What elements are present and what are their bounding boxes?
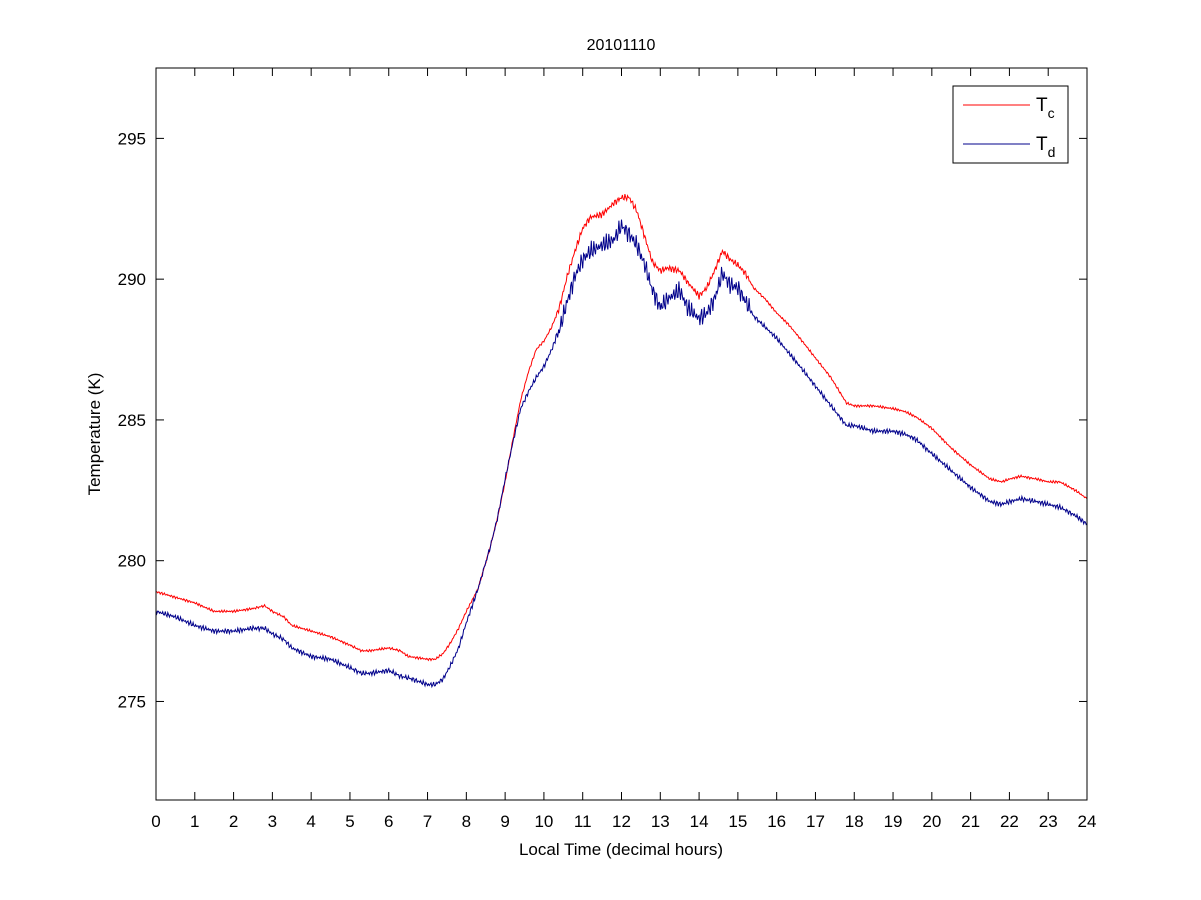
x-tick-label: 8: [462, 812, 471, 831]
x-tick-label: 21: [961, 812, 980, 831]
x-tick-label: 16: [767, 812, 786, 831]
x-tick-label: 20: [922, 812, 941, 831]
x-tick-label: 14: [690, 812, 709, 831]
x-tick-label: 2: [229, 812, 238, 831]
y-tick-label: 280: [118, 552, 146, 571]
x-tick-label: 1: [190, 812, 199, 831]
y-tick-label: 295: [118, 129, 146, 148]
legend-label-tc-sub: c: [1048, 105, 1055, 121]
x-tick-label: 18: [845, 812, 864, 831]
x-tick-label: 13: [651, 812, 670, 831]
x-tick-label: 11: [574, 812, 592, 831]
y-tick-label: 285: [118, 411, 146, 430]
x-tick-label: 4: [306, 812, 315, 831]
chart-title: 20101110: [587, 37, 656, 54]
legend-label-td-sub: d: [1048, 144, 1056, 160]
y-axis-label: Temperature (K): [85, 373, 104, 496]
series-line-tc: [156, 193, 1088, 662]
x-tick-label: 5: [345, 812, 354, 831]
y-tick-label: 290: [118, 270, 146, 289]
x-tick-label: 15: [728, 812, 747, 831]
legend: Tc Td: [952, 85, 1069, 164]
legend-box: [952, 85, 1069, 164]
y-tick-label: 275: [118, 692, 146, 711]
x-tick-label: 6: [384, 812, 393, 831]
legend-label-td-main: T: [1036, 134, 1048, 155]
legend-label-td: Td: [1036, 134, 1055, 160]
x-tick-label: 7: [423, 812, 432, 831]
x-tick-label: 12: [612, 812, 631, 831]
x-tick-label: 10: [534, 812, 553, 831]
x-tick-label: 0: [151, 812, 160, 831]
x-tick-label: 22: [1000, 812, 1019, 831]
plot-area: [156, 68, 1087, 800]
x-tick-label: 19: [884, 812, 903, 831]
series-layer: [155, 193, 1088, 689]
x-axis-label: Local Time (decimal hours): [519, 840, 723, 859]
series-line-td: [155, 219, 1088, 689]
x-tick-label: 24: [1078, 812, 1097, 831]
tick-layer: 0 1 2 3 4 5 6 7 8 9 10 11 12 13 14 15 16 17 18 19 20 21 22 23 24…: [118, 68, 1097, 831]
legend-label-tc: Tc: [1036, 95, 1055, 121]
x-tick-label: 17: [806, 812, 825, 831]
x-tick-label: 23: [1039, 812, 1058, 831]
x-tick-label: 9: [500, 812, 509, 831]
x-tick-label: 3: [268, 812, 277, 831]
legend-label-tc-main: T: [1036, 95, 1048, 116]
